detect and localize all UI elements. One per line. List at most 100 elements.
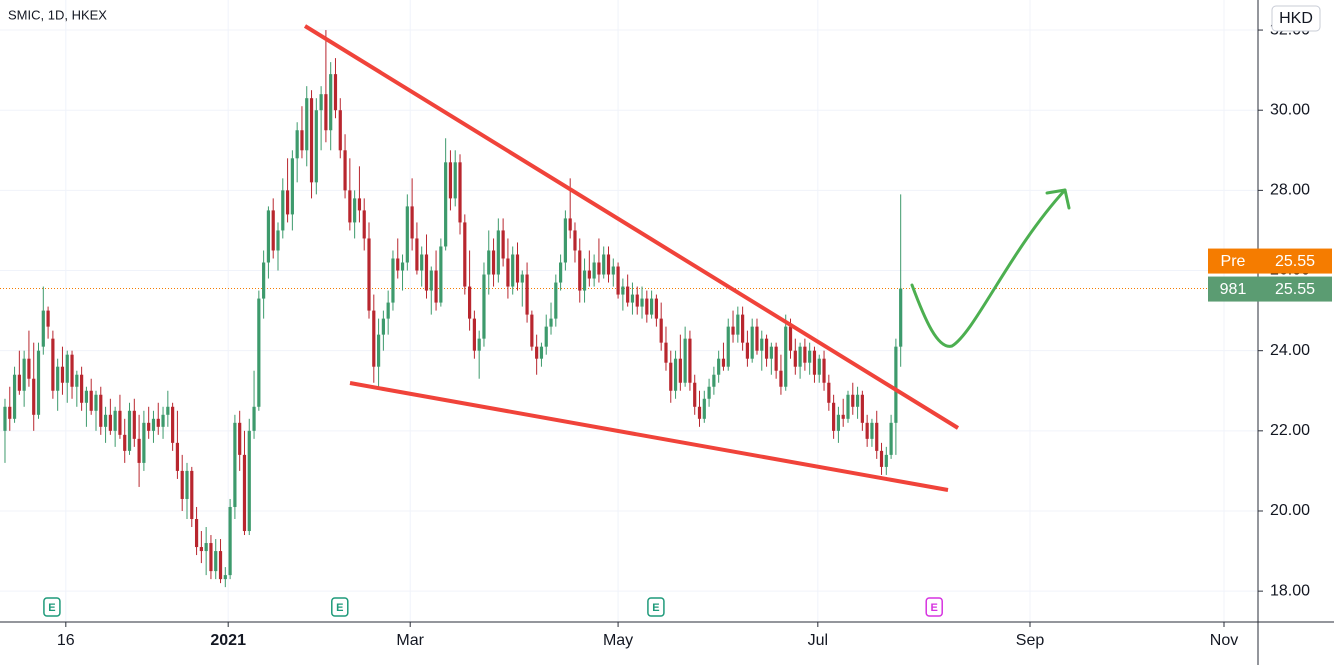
candle-body <box>669 362 673 391</box>
candle-body <box>381 318 385 335</box>
candle-body <box>348 190 352 223</box>
candle-body <box>391 258 395 303</box>
candle-body <box>123 434 127 451</box>
candle-body <box>602 254 606 275</box>
last-price: 25.55 <box>1275 281 1315 298</box>
candle-body <box>693 382 697 407</box>
candle-body <box>592 262 596 279</box>
candle-body <box>702 398 706 419</box>
candle-body <box>688 338 692 383</box>
event-marker <box>647 597 665 617</box>
candle-body <box>444 162 448 247</box>
pre-price-box <box>1258 248 1332 274</box>
axes: 18.0020.0022.0024.0026.0028.0030.0032.00… <box>43 21 1310 649</box>
last-label-box <box>1208 276 1258 302</box>
candle-body <box>434 270 438 303</box>
candle-body <box>707 386 711 399</box>
candle-body <box>36 350 41 415</box>
drawings <box>303 24 1071 492</box>
candle-body <box>568 218 572 231</box>
x-tick-label: Jul <box>808 632 828 649</box>
candle-body <box>630 294 635 303</box>
lower-trendline <box>349 381 949 492</box>
candle-body <box>147 422 151 431</box>
event-label: E <box>48 602 55 614</box>
candle-body <box>721 358 726 367</box>
candle-body <box>343 150 347 191</box>
candle-body <box>530 314 534 347</box>
candle-body <box>271 210 275 251</box>
candle-body <box>65 354 69 383</box>
candle-body <box>645 298 649 315</box>
candle-body <box>889 422 893 455</box>
candle-body <box>750 326 754 359</box>
candle-body <box>238 422 242 455</box>
candle-body <box>180 470 184 499</box>
candle-body <box>472 318 476 351</box>
candle-body <box>573 230 577 251</box>
candle-body <box>214 551 218 572</box>
candle-body <box>103 414 108 427</box>
candle-body <box>276 230 280 251</box>
x-tick-label: Nov <box>1210 632 1238 649</box>
candle-body <box>156 418 160 427</box>
candle-body <box>194 519 199 548</box>
x-tick-label: May <box>603 632 633 649</box>
candle-body <box>477 338 481 351</box>
candle-body <box>8 406 12 419</box>
currency: HKD <box>1279 10 1313 27</box>
pre-label-box <box>1208 248 1258 274</box>
candle-body <box>559 262 563 283</box>
y-tick-label: 28.00 <box>1270 182 1310 199</box>
candle-body <box>242 454 247 532</box>
candle-body <box>357 198 362 211</box>
candle-body <box>774 346 778 371</box>
candle-body <box>281 190 285 231</box>
candle-body <box>161 414 165 427</box>
candle-body <box>372 310 376 367</box>
candle-body <box>113 410 117 431</box>
candle-body <box>32 378 36 415</box>
candle-body <box>257 298 261 407</box>
candle-body <box>290 158 294 215</box>
x-tick-label: Mar <box>396 632 424 649</box>
candle-body <box>827 382 831 403</box>
candle-body <box>458 162 462 223</box>
candle-body <box>396 258 400 271</box>
candle-body <box>793 350 797 367</box>
candle-body <box>779 370 783 387</box>
candle-body <box>333 74 338 111</box>
candle-body <box>554 282 558 319</box>
candle-body <box>329 74 333 131</box>
candle-body <box>60 366 65 383</box>
event-label: E <box>931 602 938 614</box>
candle-body <box>204 543 208 552</box>
candle-body <box>70 354 74 387</box>
candle-body <box>376 334 381 367</box>
candle-body <box>199 547 203 552</box>
candle-body <box>266 210 271 263</box>
y-tick-label: 22.00 <box>1270 422 1310 439</box>
candle-body <box>295 130 299 159</box>
candle-body <box>491 250 496 275</box>
candle-body <box>314 110 318 183</box>
candle-body <box>410 206 414 239</box>
candle-body <box>223 575 227 580</box>
candle-body <box>41 310 45 347</box>
candle-body <box>386 302 390 319</box>
candle-body <box>12 374 17 419</box>
candle-body <box>535 346 539 359</box>
candle-body <box>745 342 750 359</box>
candle-body <box>228 506 232 576</box>
candle-body <box>309 98 314 183</box>
candle-body <box>171 406 175 443</box>
event-marker <box>43 597 61 617</box>
candle-body <box>463 222 467 287</box>
candle-body <box>496 230 500 275</box>
candle-body <box>817 358 821 375</box>
pre-label: Pre <box>1221 253 1246 270</box>
candle-body <box>841 414 845 419</box>
candle-body <box>731 326 735 335</box>
candle-body <box>46 310 50 327</box>
candle-body <box>539 346 544 359</box>
